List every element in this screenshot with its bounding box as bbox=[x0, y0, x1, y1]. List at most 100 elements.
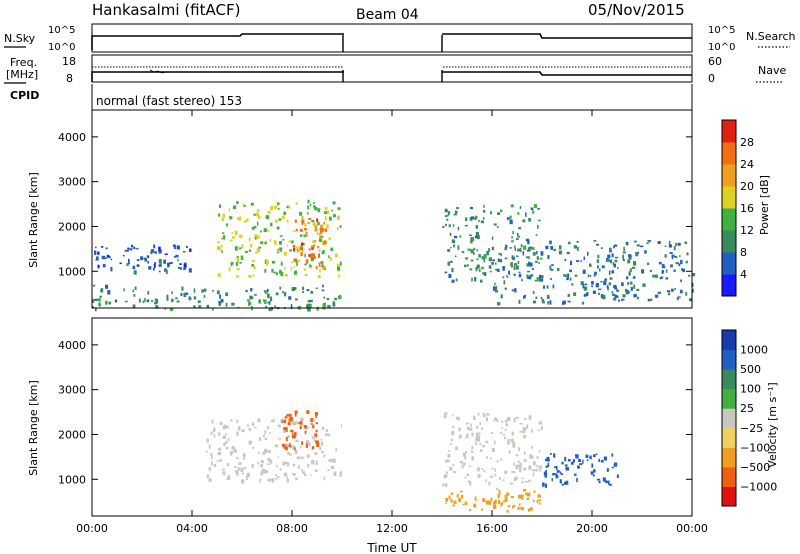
velocity-cell bbox=[510, 482, 513, 485]
power-cell bbox=[94, 298, 98, 301]
power-cell bbox=[206, 304, 210, 309]
power-cell bbox=[321, 227, 324, 232]
velocity-cell bbox=[564, 481, 567, 485]
velocity-cell bbox=[526, 498, 530, 500]
power-cell bbox=[526, 274, 529, 279]
velocity-cell bbox=[507, 442, 511, 445]
power-cell bbox=[132, 289, 135, 293]
power-cell bbox=[225, 223, 229, 227]
velocity-cell bbox=[564, 456, 567, 462]
power-y-label: Slant Range [km] bbox=[27, 172, 40, 268]
power-cell bbox=[480, 279, 483, 283]
colorbar-segment bbox=[722, 230, 736, 253]
power-cell bbox=[297, 260, 301, 263]
power-cell bbox=[582, 283, 585, 289]
power-cell bbox=[307, 307, 311, 312]
power-cell bbox=[255, 212, 259, 217]
power-cell bbox=[311, 219, 315, 223]
power-cell bbox=[502, 276, 505, 279]
power-cell bbox=[613, 297, 617, 301]
power-cell bbox=[124, 300, 128, 303]
power-cell bbox=[314, 240, 316, 242]
power-cell bbox=[477, 235, 480, 240]
power-cell bbox=[537, 224, 539, 229]
y-tick-label: 1000 bbox=[58, 265, 86, 278]
velocity-colorbar: −1000 −500 −100 −25 25 100 500 1000 bbox=[721, 329, 777, 507]
velocity-cell bbox=[559, 471, 562, 474]
power-cell bbox=[628, 255, 632, 260]
nsky-label: N.Sky bbox=[4, 32, 36, 45]
y-tick-label: 3000 bbox=[58, 176, 86, 189]
velocity-cell bbox=[567, 459, 571, 462]
power-cell bbox=[308, 303, 311, 307]
velocity-cell bbox=[238, 462, 242, 465]
power-cell bbox=[300, 228, 303, 232]
power-cell bbox=[128, 262, 130, 265]
power-cell bbox=[665, 269, 668, 273]
velocity-cell bbox=[262, 434, 265, 438]
velocity-cell bbox=[330, 458, 333, 463]
power-cell bbox=[305, 259, 309, 264]
cpid-label: CPID bbox=[10, 89, 39, 102]
power-cell bbox=[217, 241, 220, 244]
power-cell bbox=[306, 303, 309, 307]
power-cell bbox=[448, 224, 451, 228]
power-cell bbox=[540, 297, 543, 300]
velocity-cell bbox=[243, 453, 246, 458]
power-cell bbox=[339, 261, 342, 266]
power-cell bbox=[648, 240, 652, 243]
colorbar-segment bbox=[722, 330, 736, 351]
power-cell bbox=[550, 268, 554, 271]
velocity-cell bbox=[539, 502, 541, 505]
velocity-cell bbox=[295, 420, 298, 425]
power-cell bbox=[444, 271, 448, 274]
power-cell bbox=[251, 260, 255, 263]
power-cell bbox=[509, 219, 513, 225]
power-cell bbox=[500, 209, 503, 213]
power-cell bbox=[324, 228, 327, 232]
power-cell bbox=[183, 292, 187, 297]
velocity-cell bbox=[511, 471, 513, 473]
power-cell bbox=[126, 249, 129, 252]
power-cell bbox=[254, 235, 257, 240]
power-cell bbox=[681, 268, 684, 271]
power-cell bbox=[256, 209, 260, 213]
power-cell bbox=[243, 205, 246, 208]
power-cell bbox=[492, 259, 495, 262]
power-cell bbox=[263, 228, 267, 233]
velocity-cell bbox=[314, 433, 317, 437]
velocity-cell bbox=[469, 427, 473, 431]
power-cell bbox=[567, 273, 570, 278]
power-cell bbox=[193, 288, 196, 293]
power-cell bbox=[584, 283, 588, 286]
velocity-cell bbox=[523, 459, 527, 462]
velocity-cell bbox=[477, 467, 480, 472]
velocity-cell bbox=[314, 412, 318, 415]
velocity-cell bbox=[307, 463, 310, 468]
velocity-cell bbox=[225, 425, 229, 429]
power-cell bbox=[307, 299, 312, 303]
velocity-cell bbox=[310, 474, 312, 476]
time-x-label: Time UT bbox=[366, 541, 417, 554]
power-cell bbox=[222, 213, 226, 218]
velocity-cell bbox=[502, 500, 506, 503]
power-cell bbox=[613, 284, 616, 289]
power-cell bbox=[664, 245, 667, 248]
velocity-cell bbox=[205, 450, 208, 453]
velocity-cell bbox=[263, 469, 267, 474]
power-cell bbox=[550, 246, 554, 250]
velocity-cell bbox=[513, 418, 516, 423]
velocity-cell bbox=[323, 454, 326, 458]
power-cell bbox=[470, 237, 473, 242]
velocity-cell bbox=[222, 471, 226, 476]
power-cell bbox=[664, 254, 667, 258]
velocity-cell bbox=[485, 500, 489, 505]
velocity-cell bbox=[455, 416, 458, 420]
velocity-cell bbox=[304, 474, 307, 477]
power-feature bbox=[217, 199, 344, 279]
velocity-cell bbox=[274, 478, 278, 480]
power-cell bbox=[527, 240, 530, 245]
velocity-cell bbox=[260, 471, 264, 476]
power-cell bbox=[470, 249, 474, 254]
velocity-cell bbox=[512, 441, 516, 446]
